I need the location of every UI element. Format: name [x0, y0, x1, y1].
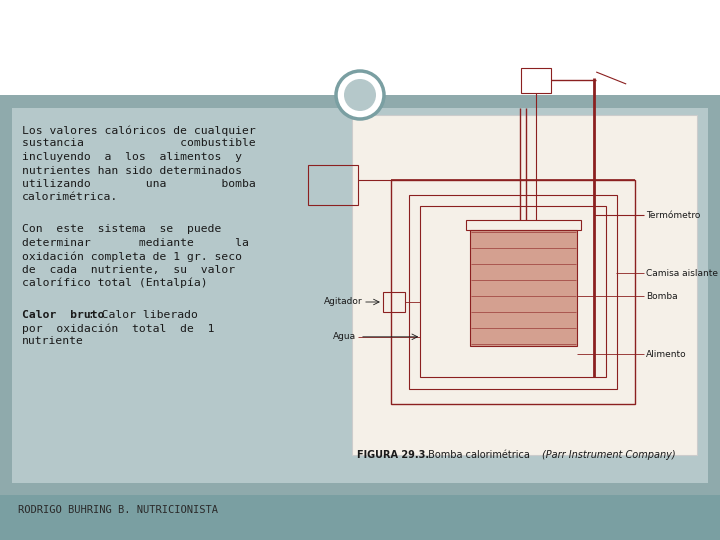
- Text: Con  este  sistema  se  puede: Con este sistema se puede: [22, 224, 221, 234]
- Text: oxidación completa de 1 gr. seco: oxidación completa de 1 gr. seco: [22, 251, 242, 261]
- Text: Calor  bruto: Calor bruto: [22, 309, 104, 320]
- Bar: [0, 495, 720, 540]
- Text: calorífico total (Entalpía): calorífico total (Entalpía): [22, 278, 207, 288]
- Bar: [466, 219, 581, 230]
- Text: de  cada  nutriente,  su  valor: de cada nutriente, su valor: [22, 265, 235, 274]
- Text: por  oxidación  total  de  1: por oxidación total de 1: [22, 323, 215, 334]
- Text: Alimento: Alimento: [647, 350, 687, 359]
- Bar: [352, 115, 697, 455]
- Bar: [308, 165, 358, 205]
- Text: Los valores calóricos de cualquier: Los valores calóricos de cualquier: [22, 125, 256, 136]
- Bar: [420, 206, 606, 377]
- Text: Agua: Agua: [333, 332, 356, 341]
- Bar: [391, 180, 635, 403]
- Circle shape: [344, 79, 376, 111]
- Text: Camisa aislante: Camisa aislante: [647, 268, 719, 278]
- Bar: [12, 108, 708, 483]
- Text: Bomba: Bomba: [647, 292, 678, 301]
- Text: nutrientes han sido determinados: nutrientes han sido determinados: [22, 165, 242, 176]
- Bar: [469, 230, 577, 346]
- Text: incluyendo  a  los  alimentos  y: incluyendo a los alimentos y: [22, 152, 242, 162]
- Bar: [409, 195, 618, 389]
- Text: calorimétrica.: calorimétrica.: [22, 192, 118, 202]
- Circle shape: [336, 71, 384, 119]
- Bar: [0, 95, 720, 495]
- Text: sustancia              combustible: sustancia combustible: [22, 138, 256, 149]
- Text: utilizando        una        bomba: utilizando una bomba: [22, 179, 256, 189]
- Text: nutriente: nutriente: [22, 336, 84, 347]
- Text: Termómetro: Termómetro: [647, 211, 701, 219]
- Text: : Calor liberado: : Calor liberado: [81, 309, 198, 320]
- Bar: [383, 292, 405, 312]
- Bar: [521, 68, 552, 93]
- Bar: [0, 0, 720, 95]
- Text: determinar       mediante      la: determinar mediante la: [22, 238, 249, 247]
- Text: (Parr Instrument Company): (Parr Instrument Company): [542, 450, 675, 460]
- Text: Bomba calorimétrica: Bomba calorimétrica: [425, 450, 533, 460]
- Text: RODRIGO BUHRING B. NUTRICIONISTA: RODRIGO BUHRING B. NUTRICIONISTA: [18, 505, 218, 515]
- Text: FIGURA 29.3.: FIGURA 29.3.: [357, 450, 429, 460]
- Text: Agitador: Agitador: [325, 298, 363, 307]
